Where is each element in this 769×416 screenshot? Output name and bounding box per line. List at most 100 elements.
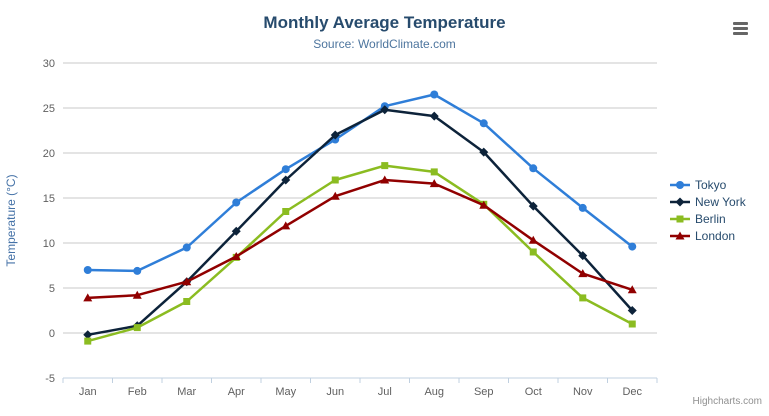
data-point-marker: [430, 168, 438, 176]
x-axis-labels: Jan Feb Mar Apr May Jun Jul Aug Sep Oct Nov Dec: [79, 386, 643, 398]
legend-item-tokyo[interactable]: Tokyo: [670, 177, 746, 193]
legend-label-new-york: New York: [695, 195, 746, 209]
y-tick-label: -5: [45, 373, 55, 385]
data-point-marker: [83, 266, 92, 274]
series-line: [86, 108, 634, 337]
data-point-marker: [430, 90, 439, 99]
legend-label-berlin: Berlin: [695, 212, 726, 226]
data-point-marker: [628, 320, 636, 328]
data-point-marker: [529, 164, 538, 173]
data-point-marker: [380, 105, 390, 115]
data-point-marker: [627, 306, 637, 315]
series-tokyo[interactable]: [83, 90, 637, 275]
data-point-marker: [183, 298, 191, 305]
series-line: [86, 164, 634, 343]
y-tick-label: 5: [49, 283, 55, 295]
data-point-marker: [282, 208, 290, 215]
legend-item-new-york[interactable]: New York: [670, 194, 746, 210]
data-point-marker: [429, 111, 439, 121]
y-axis-title: Temperature (°C): [4, 174, 18, 266]
berlin-series-marker-icon: [670, 215, 690, 223]
data-point-marker: [84, 337, 92, 345]
y-tick-label: 20: [43, 148, 55, 160]
x-tick-label: Jul: [378, 386, 392, 398]
y-tick-label: 0: [49, 328, 55, 340]
data-point-marker: [232, 198, 241, 207]
data-point-marker: [281, 175, 291, 185]
data-point-marker: [528, 235, 538, 244]
tokyo-series-marker-icon: [670, 181, 690, 189]
data-point-marker: [479, 119, 488, 128]
data-point-marker: [578, 251, 588, 261]
y-tick-label: 10: [43, 238, 55, 250]
x-tick-label: Dec: [622, 386, 642, 398]
data-point-marker: [579, 294, 587, 302]
chart-subtitle: Source: WorldClimate.com: [313, 37, 456, 51]
data-point-marker: [479, 200, 489, 209]
y-tick-label: 30: [43, 58, 55, 70]
data-point-marker: [628, 242, 637, 251]
data-point-marker: [675, 197, 685, 207]
x-tick-label: Jan: [79, 386, 97, 398]
data-point-marker: [381, 162, 389, 170]
data-point-marker: [380, 175, 390, 184]
data-point-marker: [132, 290, 142, 299]
data-point-marker: [182, 243, 191, 252]
data-point-marker: [675, 231, 685, 240]
data-point-marker: [330, 191, 340, 200]
new-york-series-marker-icon: [670, 197, 690, 207]
x-tick-label: May: [275, 386, 296, 398]
data-point-marker: [578, 203, 587, 212]
data-point-marker: [676, 181, 684, 189]
x-tick-label: Mar: [177, 386, 196, 398]
legend-label-london: London: [695, 229, 736, 243]
x-tick-label: Sep: [474, 386, 494, 398]
data-point-marker: [83, 330, 93, 340]
london-series-marker-icon: [670, 231, 690, 240]
data-point-marker: [133, 324, 141, 332]
x-tick-label: Jun: [326, 386, 344, 398]
data-point-marker: [578, 269, 588, 278]
data-point-marker: [528, 201, 538, 211]
data-point-marker: [429, 179, 439, 188]
hamburger-icon: [733, 32, 748, 35]
y-tick-label: 25: [43, 103, 55, 115]
x-tick-label: Nov: [573, 386, 593, 398]
legend-item-berlin[interactable]: Berlin: [670, 211, 746, 227]
series-line: [86, 93, 634, 273]
series-london[interactable]: [83, 175, 637, 302]
data-point-marker: [182, 277, 192, 286]
data-point-marker: [281, 165, 290, 174]
data-point-marker: [231, 252, 241, 260]
data-point-marker: [676, 215, 684, 223]
data-point-marker: [83, 293, 93, 302]
y-tick-label: 15: [43, 193, 55, 205]
data-point-marker: [529, 248, 537, 256]
data-point-marker: [331, 176, 339, 184]
data-point-marker: [330, 130, 340, 140]
data-point-marker: [133, 266, 142, 275]
data-point-marker: [281, 221, 291, 230]
x-axis: [62, 377, 658, 383]
legend-label-tokyo: Tokyo: [695, 178, 727, 192]
data-point-marker: [231, 226, 241, 236]
x-tick-label: Feb: [128, 386, 147, 398]
series-new-york[interactable]: [83, 105, 637, 340]
hamburger-icon: [733, 22, 748, 25]
context-menu-button[interactable]: [731, 20, 751, 37]
legend: Tokyo New York Berlin London: [670, 177, 746, 245]
highcharts-credit-link[interactable]: Highcharts.com: [692, 396, 762, 407]
data-point-marker: [627, 285, 637, 294]
y-axis-labels: 30 25 20 15 10 5 0 -5: [43, 58, 55, 385]
hamburger-icon: [733, 27, 748, 30]
x-tick-label: Apr: [228, 386, 245, 398]
y-gridlines: [63, 62, 657, 379]
x-tick-label: Oct: [525, 386, 542, 398]
legend-item-london[interactable]: London: [670, 228, 746, 244]
x-tick-label: Aug: [424, 386, 444, 398]
chart-title: Monthly Average Temperature: [263, 13, 506, 32]
series-line: [86, 178, 634, 300]
data-point-marker: [479, 147, 489, 157]
